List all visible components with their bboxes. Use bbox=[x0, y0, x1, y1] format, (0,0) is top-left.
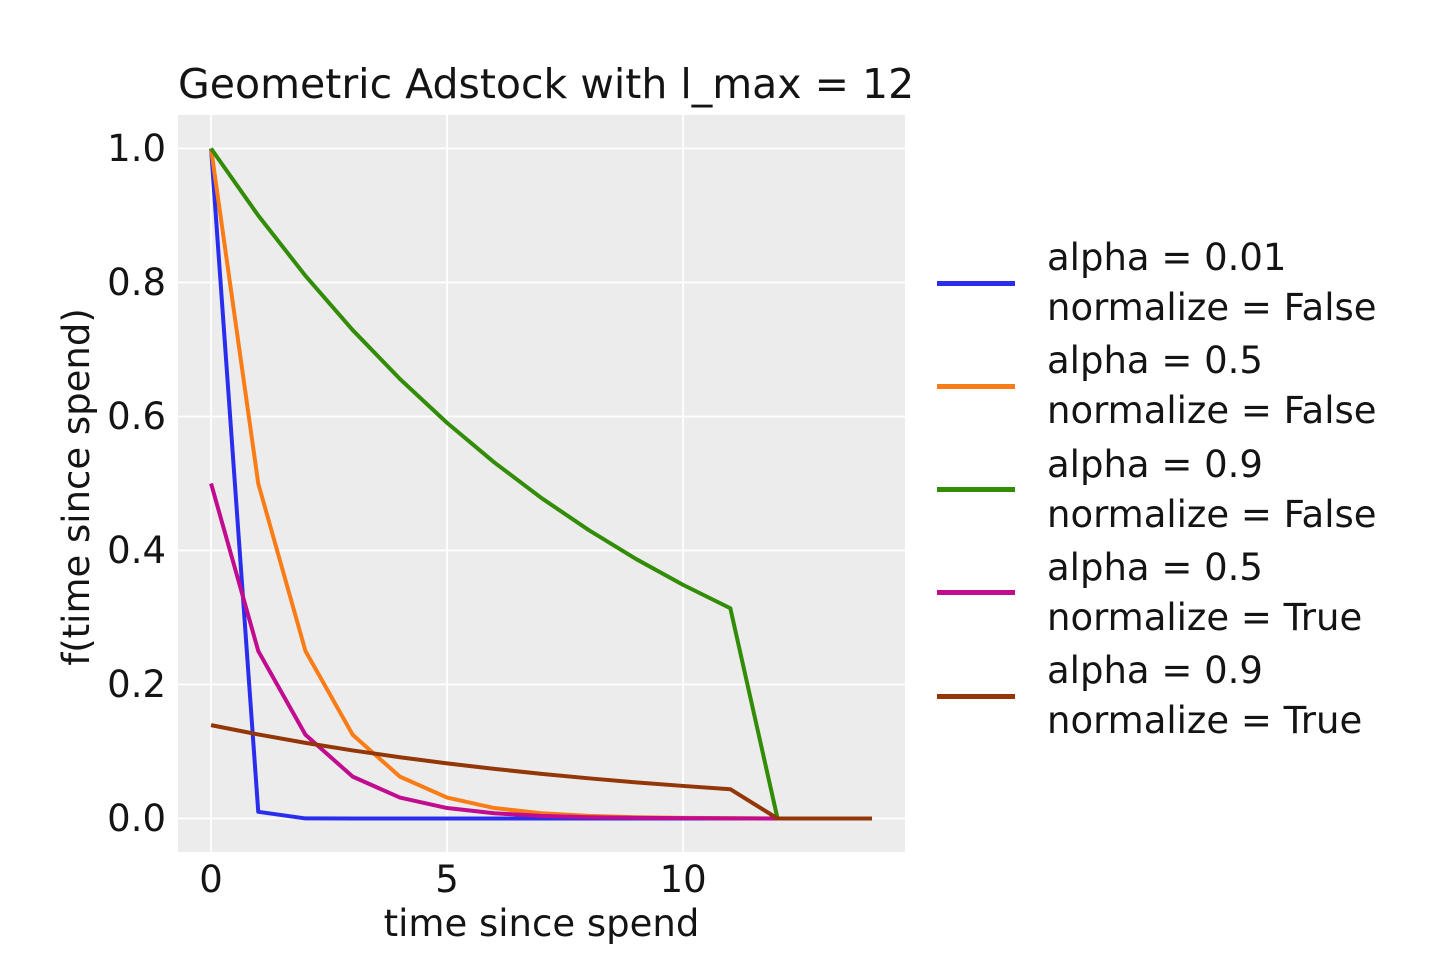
legend-label-0: alpha = 0.01 normalize = False bbox=[1047, 236, 1377, 329]
x-tick-5: 5 bbox=[435, 858, 459, 901]
legend-line-swatch-0 bbox=[937, 280, 1015, 286]
legend-line-swatch-1 bbox=[937, 383, 1015, 389]
x-axis-label: time since spend bbox=[383, 902, 700, 945]
legend-entry-3: alpha = 0.5 normalize = True bbox=[937, 543, 1362, 643]
legend-entry-2: alpha = 0.9 normalize = False bbox=[937, 440, 1377, 540]
legend-line-swatch-3 bbox=[937, 590, 1015, 596]
y-tick-0.2: 0.2 bbox=[107, 662, 166, 706]
line-series-3 bbox=[209, 482, 872, 821]
y-axis-label: f(time since spend) bbox=[55, 308, 98, 666]
plot-area bbox=[178, 115, 905, 852]
line-series-2 bbox=[209, 147, 872, 821]
plot-background bbox=[178, 115, 905, 852]
legend-label-2: alpha = 0.9 normalize = False bbox=[1047, 442, 1377, 536]
y-tick-0.0: 0.0 bbox=[107, 796, 166, 840]
y-tick-1.0: 1.0 bbox=[107, 126, 166, 170]
legend-entry-0: alpha = 0.01 normalize = False bbox=[937, 233, 1377, 333]
y-tick-0.8: 0.8 bbox=[107, 260, 166, 304]
x-tick-10: 10 bbox=[659, 858, 707, 901]
legend-label-1: alpha = 0.5 normalize = False bbox=[1047, 339, 1377, 433]
legend-entry-1: alpha = 0.5 normalize = False bbox=[937, 336, 1377, 436]
line-series-4 bbox=[210, 723, 872, 821]
legend-label-4: alpha = 0.9 normalize = True bbox=[1047, 649, 1363, 742]
legend-label-3: alpha = 0.5 normalize = True bbox=[1047, 545, 1363, 639]
legend-line-swatch-4 bbox=[937, 693, 1015, 699]
legend-entry-4: alpha = 0.9 normalize = True bbox=[937, 646, 1362, 746]
x-tick-0: 0 bbox=[199, 858, 223, 901]
y-tick-0.6: 0.6 bbox=[107, 394, 166, 438]
legend-line-swatch-2 bbox=[937, 487, 1015, 492]
chart-title: Geometric Adstock with l_max = 12 bbox=[178, 60, 915, 108]
y-tick-0.4: 0.4 bbox=[107, 528, 166, 572]
